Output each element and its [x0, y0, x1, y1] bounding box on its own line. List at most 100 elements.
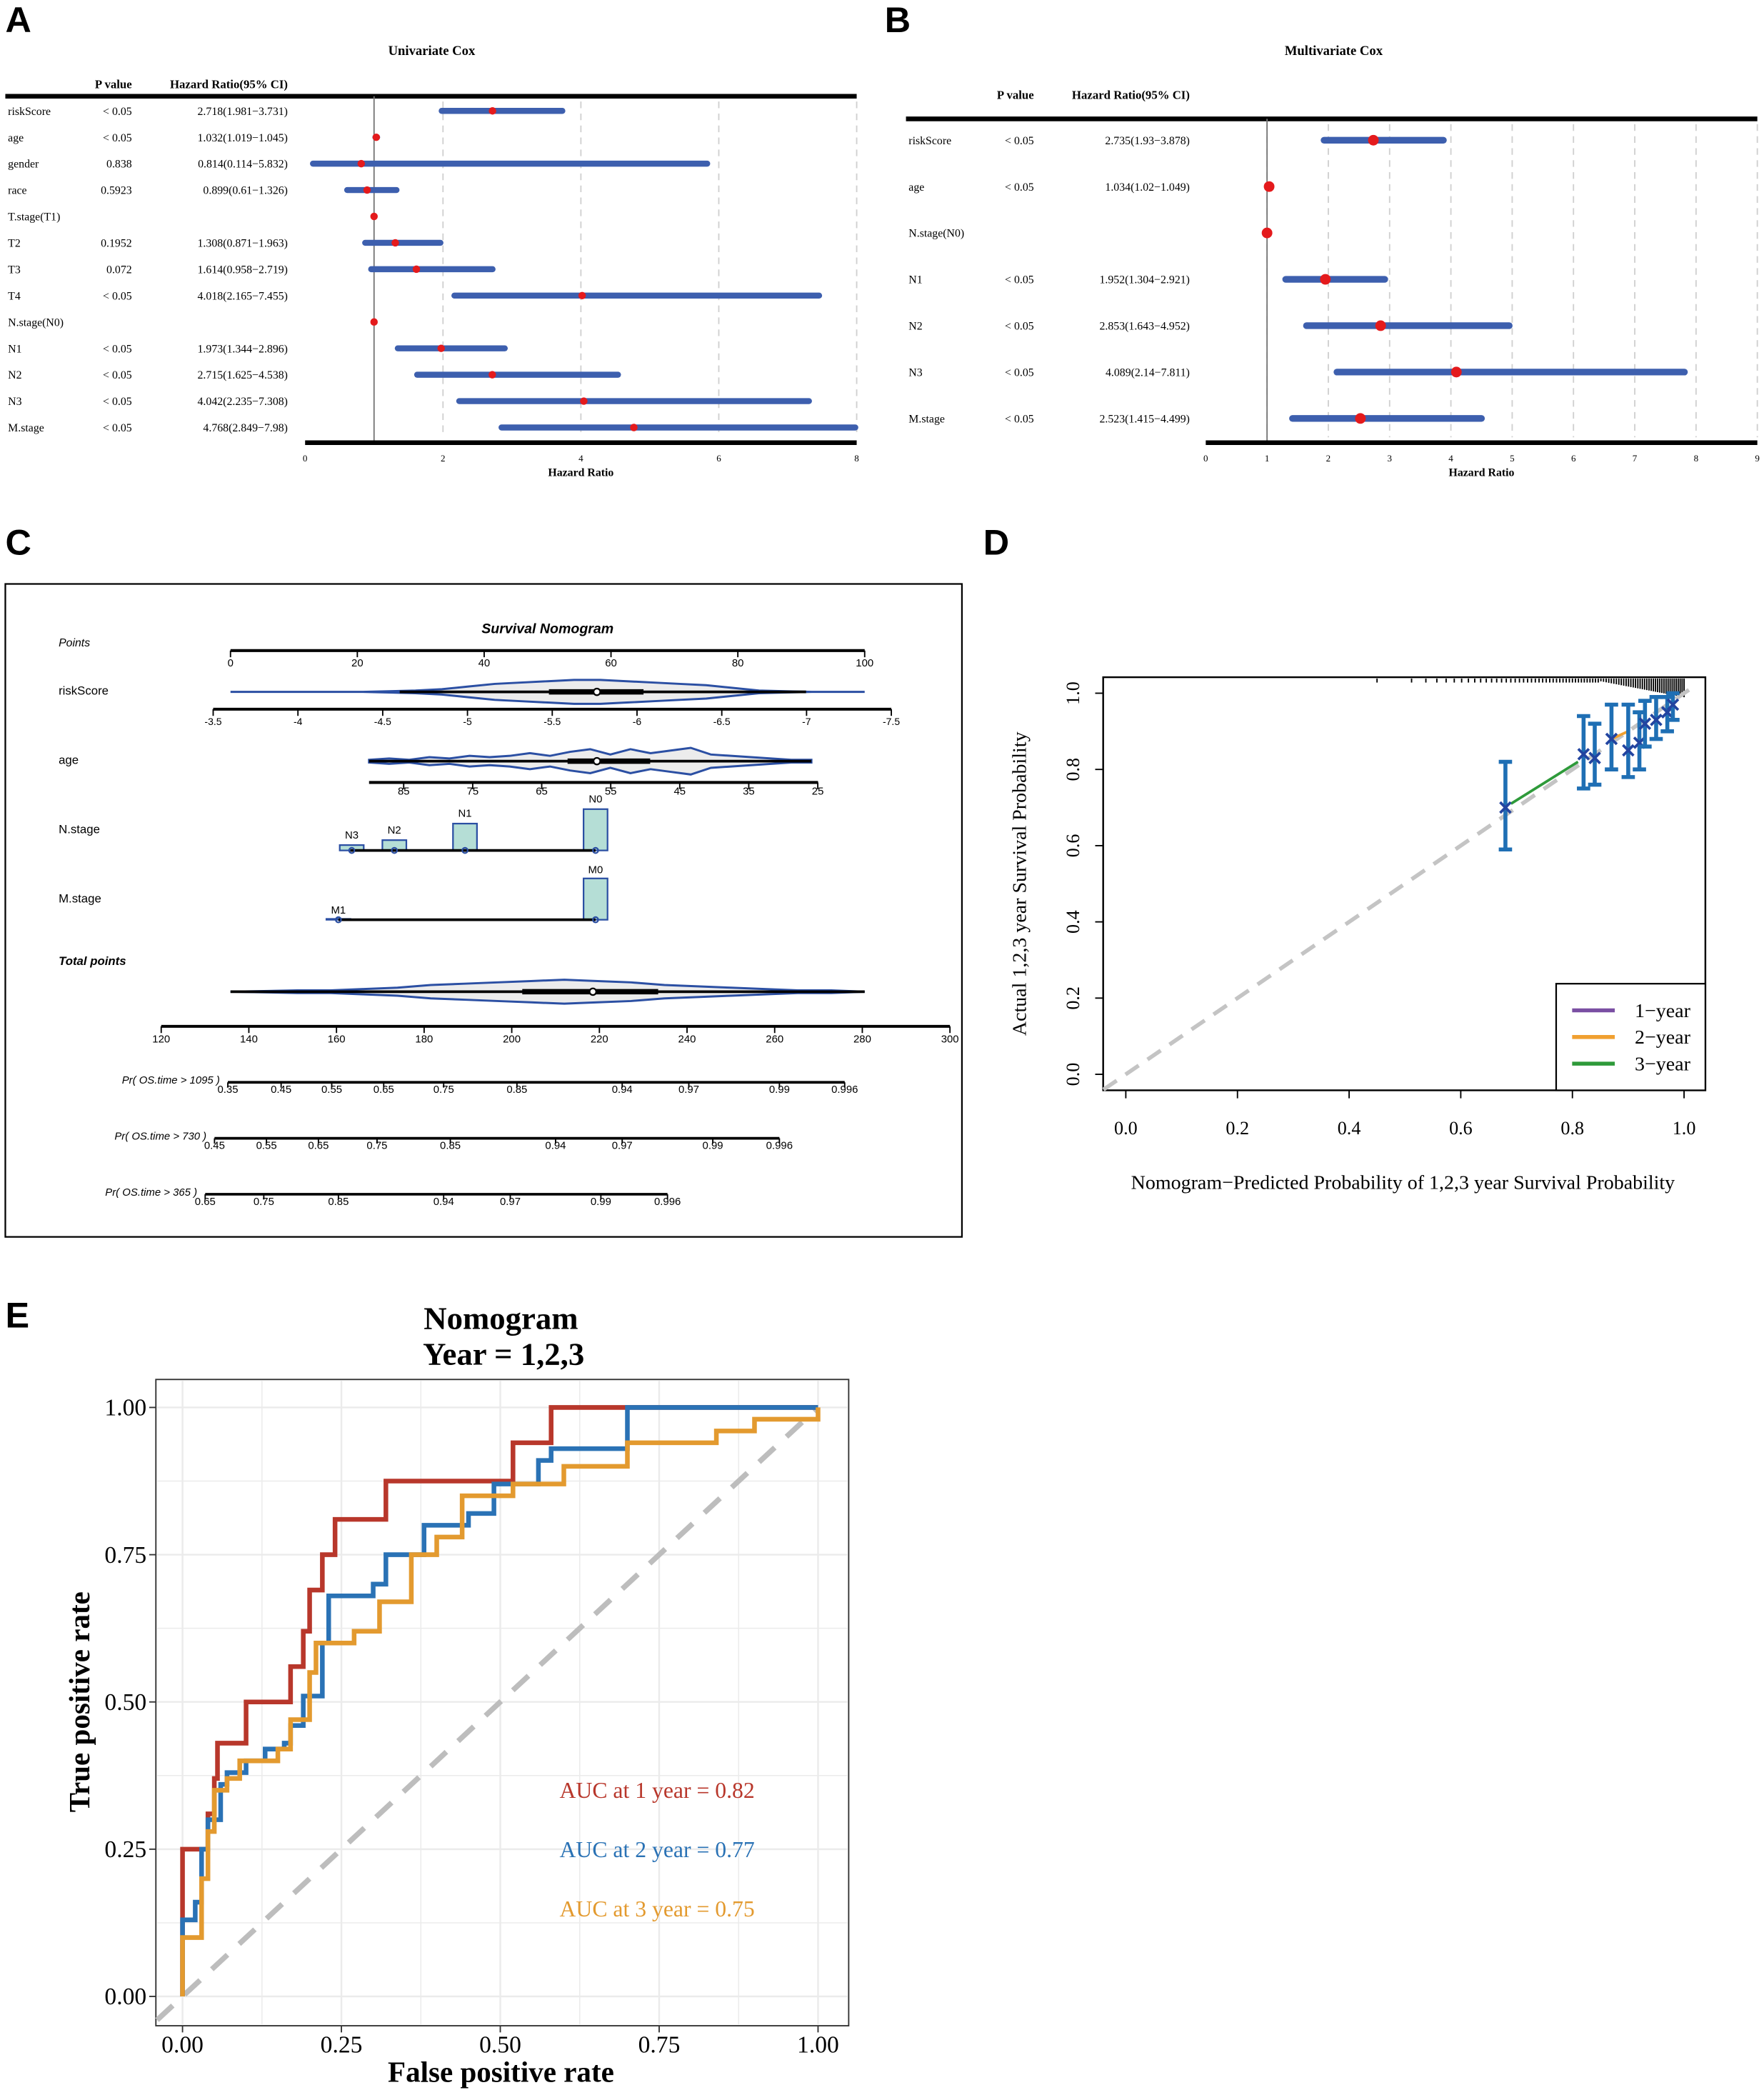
row-hr: 4.089(2.14−7.811) — [1106, 366, 1190, 379]
tick-label: 80 — [732, 657, 744, 669]
riskscore-box-median — [592, 687, 601, 696]
x-tick-label: 0.50 — [479, 2031, 521, 2058]
auc-label: AUC at 1 year = 0.82 — [560, 1778, 755, 1803]
row-label: gender — [8, 159, 39, 171]
row-label: T3 — [8, 264, 21, 276]
x-tick-label: 4 — [1448, 453, 1453, 464]
row-label: N2 — [8, 369, 21, 381]
tick-label: 0.45 — [204, 1140, 225, 1152]
tick-label: 0.94 — [545, 1140, 566, 1152]
x-axis-label: False positive rate — [388, 2055, 614, 2088]
row-pvalue: < 0.05 — [1005, 135, 1034, 147]
x-tick-label: 6 — [1571, 453, 1576, 464]
row-label: N.stage(N0) — [908, 228, 964, 240]
tick-label: 100 — [856, 657, 873, 669]
m-stage-bar — [582, 877, 608, 921]
n-stage-point — [348, 846, 356, 854]
hr-point — [1261, 227, 1273, 239]
point-marker — [1633, 736, 1646, 749]
y-tick-label: 0.8 — [1063, 758, 1083, 781]
hr-point — [391, 239, 399, 247]
row-hr: 0.814(0.114−5.832) — [198, 159, 288, 171]
tick-label: 55 — [605, 785, 617, 797]
row-pvalue: < 0.05 — [1005, 413, 1034, 425]
row-pvalue: < 0.05 — [103, 369, 132, 381]
tick-label: 35 — [743, 785, 755, 797]
row-pvalue: < 0.05 — [103, 132, 132, 144]
row-pvalue: < 0.05 — [103, 106, 132, 118]
tick-label: 240 — [678, 1033, 696, 1045]
x-tick-label: 0.8 — [1560, 1118, 1584, 1139]
riskscore-label: riskScore — [59, 684, 109, 697]
tick-label: -7 — [802, 716, 811, 727]
row-pvalue: 0.838 — [106, 159, 132, 171]
age-box-median — [592, 756, 601, 766]
row-label: N.stage(N0) — [8, 316, 64, 329]
row-hr: 2.718(1.981−3.731) — [198, 106, 288, 118]
row-label: riskScore — [908, 135, 951, 147]
row-pvalue: < 0.05 — [1005, 181, 1034, 194]
row-pvalue: < 0.05 — [1005, 366, 1034, 379]
row-hr: 1.973(1.344−2.896) — [198, 343, 288, 355]
m-stage-point — [592, 916, 599, 924]
hr-point — [372, 133, 381, 141]
row-pvalue: < 0.05 — [103, 343, 132, 355]
row-hr: 4.042(2.235−7.308) — [198, 396, 288, 408]
point-marker — [1622, 744, 1635, 757]
tick-label: 0.97 — [500, 1196, 521, 1208]
tick-label: 45 — [674, 785, 686, 797]
header-hr: Hazard Ratio(95% CI) — [170, 78, 288, 91]
row-label: N3 — [908, 366, 922, 379]
hr-point — [1368, 134, 1379, 146]
x-tick-label: 0 — [303, 453, 308, 464]
point-marker — [1499, 801, 1512, 814]
panel-label-e: E — [5, 1294, 29, 1335]
point-marker — [1605, 732, 1618, 746]
row-hr: 4.768(2.849−7.98) — [203, 422, 288, 434]
row-label: N1 — [8, 343, 21, 355]
row-label: T4 — [8, 290, 21, 302]
row-hr: 2.735(1.93−3.878) — [1105, 135, 1190, 147]
hr-point — [578, 291, 586, 300]
roc-curve-3-year — [180, 1407, 821, 1997]
y-tick-label: 0.00 — [104, 1984, 146, 2010]
n-stage-level: N1 — [458, 808, 472, 820]
tick-label: 0.75 — [254, 1196, 274, 1208]
y-axis-label: True positive rate — [63, 1591, 96, 1812]
y-tick-label: 0.25 — [104, 1836, 146, 1863]
tick-label: 0.99 — [591, 1196, 611, 1208]
tick-label: 0.94 — [434, 1196, 454, 1208]
x-tick-label: 7 — [1633, 453, 1638, 464]
n-stage-bar — [452, 822, 478, 851]
roc-curve-2-year — [180, 1405, 818, 1997]
hr-point — [1263, 181, 1275, 192]
tick-label: 0.85 — [328, 1196, 349, 1208]
hr-point — [370, 318, 378, 326]
tick-label: 0 — [228, 657, 234, 669]
tick-label: 0.55 — [256, 1140, 277, 1152]
tick-label: -7.5 — [883, 716, 900, 727]
n-stage-level: N0 — [588, 793, 602, 805]
legend-label: 1−year — [1635, 1000, 1691, 1022]
survival-nomogram: Survival Nomogram Points 0 20 40 60 80 100 riskS… — [4, 583, 963, 1238]
forest-title: Univariate Cox — [389, 44, 476, 59]
row-pvalue: < 0.05 — [103, 396, 132, 408]
auc-label: AUC at 3 year = 0.75 — [560, 1896, 755, 1921]
points-label: Points — [59, 637, 90, 649]
n-stage-bar — [381, 839, 408, 851]
tick-label: 0.65 — [308, 1140, 329, 1152]
tick-label: -6.5 — [713, 716, 731, 727]
y-tick-label: 1.00 — [104, 1395, 146, 1421]
x-tick-label: 1 — [1265, 453, 1270, 464]
row-pvalue: < 0.05 — [103, 422, 132, 434]
legend-label: 3−year — [1635, 1053, 1691, 1075]
tick-label: 65 — [536, 785, 548, 797]
row-hr: 1.614(0.958−2.719) — [198, 264, 288, 276]
x-tick-label: 2 — [1326, 453, 1331, 464]
tick-label: 0.94 — [612, 1084, 633, 1096]
header-pvalue: P value — [95, 78, 132, 91]
x-axis-label: Nomogram−Predicted Probability of 1,2,3 … — [1131, 1171, 1675, 1194]
tick-label: -6 — [633, 716, 642, 727]
tick-label: 0.35 — [218, 1084, 239, 1096]
